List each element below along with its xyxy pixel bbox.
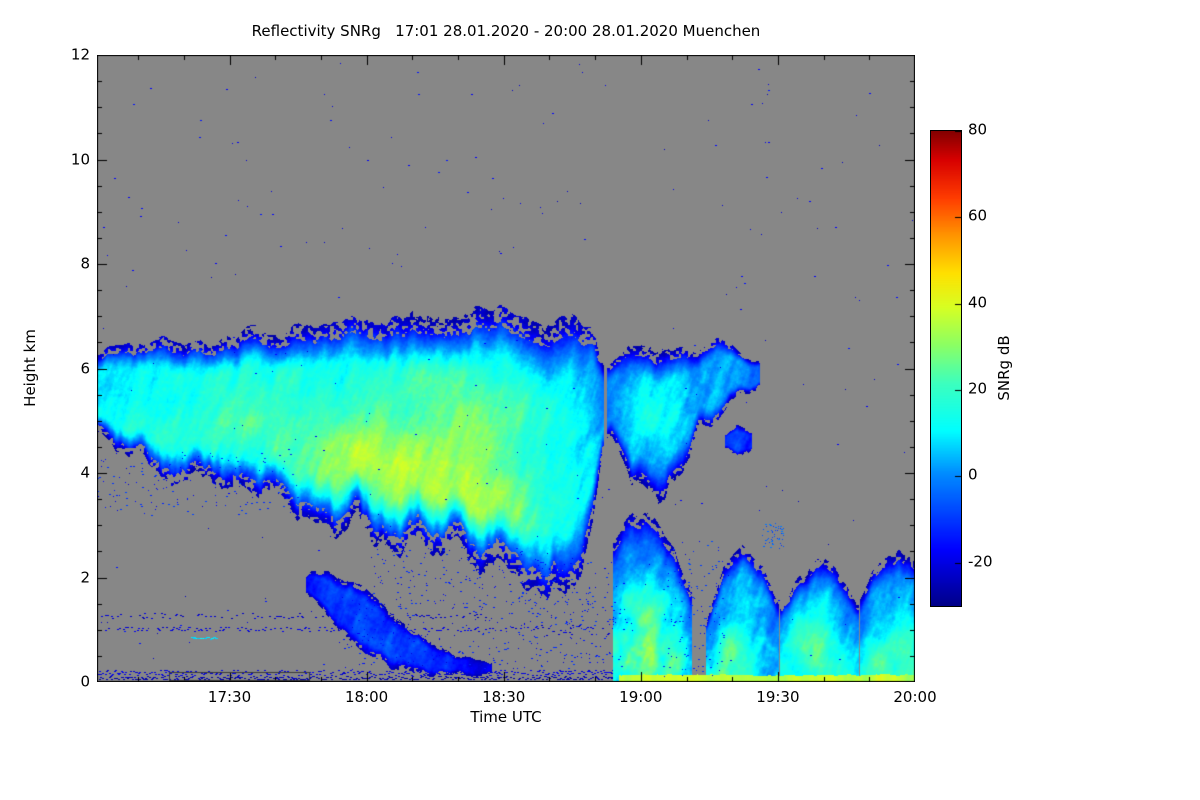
colorbar-tick-label: 20 <box>968 379 988 398</box>
x-tick-label: 17:30 <box>207 688 252 706</box>
heatmap-plot <box>97 55 915 682</box>
y-axis-label: Height km <box>21 329 39 407</box>
colorbar-tick-label: 40 <box>968 293 988 312</box>
colorbar-tick-label: 80 <box>968 120 988 139</box>
colorbar-tick-label: 0 <box>968 465 978 484</box>
y-tick-label: 6 <box>80 359 90 377</box>
x-tick-label: 19:30 <box>756 688 800 706</box>
colorbar-tick-label: -20 <box>968 552 993 571</box>
y-tick-label: 12 <box>70 45 90 64</box>
y-tick-label: 8 <box>80 254 90 273</box>
colorbar-tick-label: 60 <box>968 206 988 225</box>
x-tick-label: 18:00 <box>344 688 389 706</box>
y-tick-label: 2 <box>80 568 90 586</box>
y-tick-label: 0 <box>80 672 90 691</box>
x-tick-label: 19:00 <box>619 688 663 706</box>
x-tick-label: 20:00 <box>893 688 937 706</box>
x-axis-label: Time UTC <box>470 708 542 726</box>
colorbar <box>930 130 962 607</box>
chart-title: Reflectivity SNRg 17:01 28.01.2020 - 20:… <box>251 22 761 40</box>
colorbar-label: SNRg dB <box>995 335 1013 401</box>
y-tick-label: 4 <box>80 463 90 482</box>
y-tick-label: 10 <box>70 150 90 168</box>
x-tick-label: 18:30 <box>482 688 526 706</box>
